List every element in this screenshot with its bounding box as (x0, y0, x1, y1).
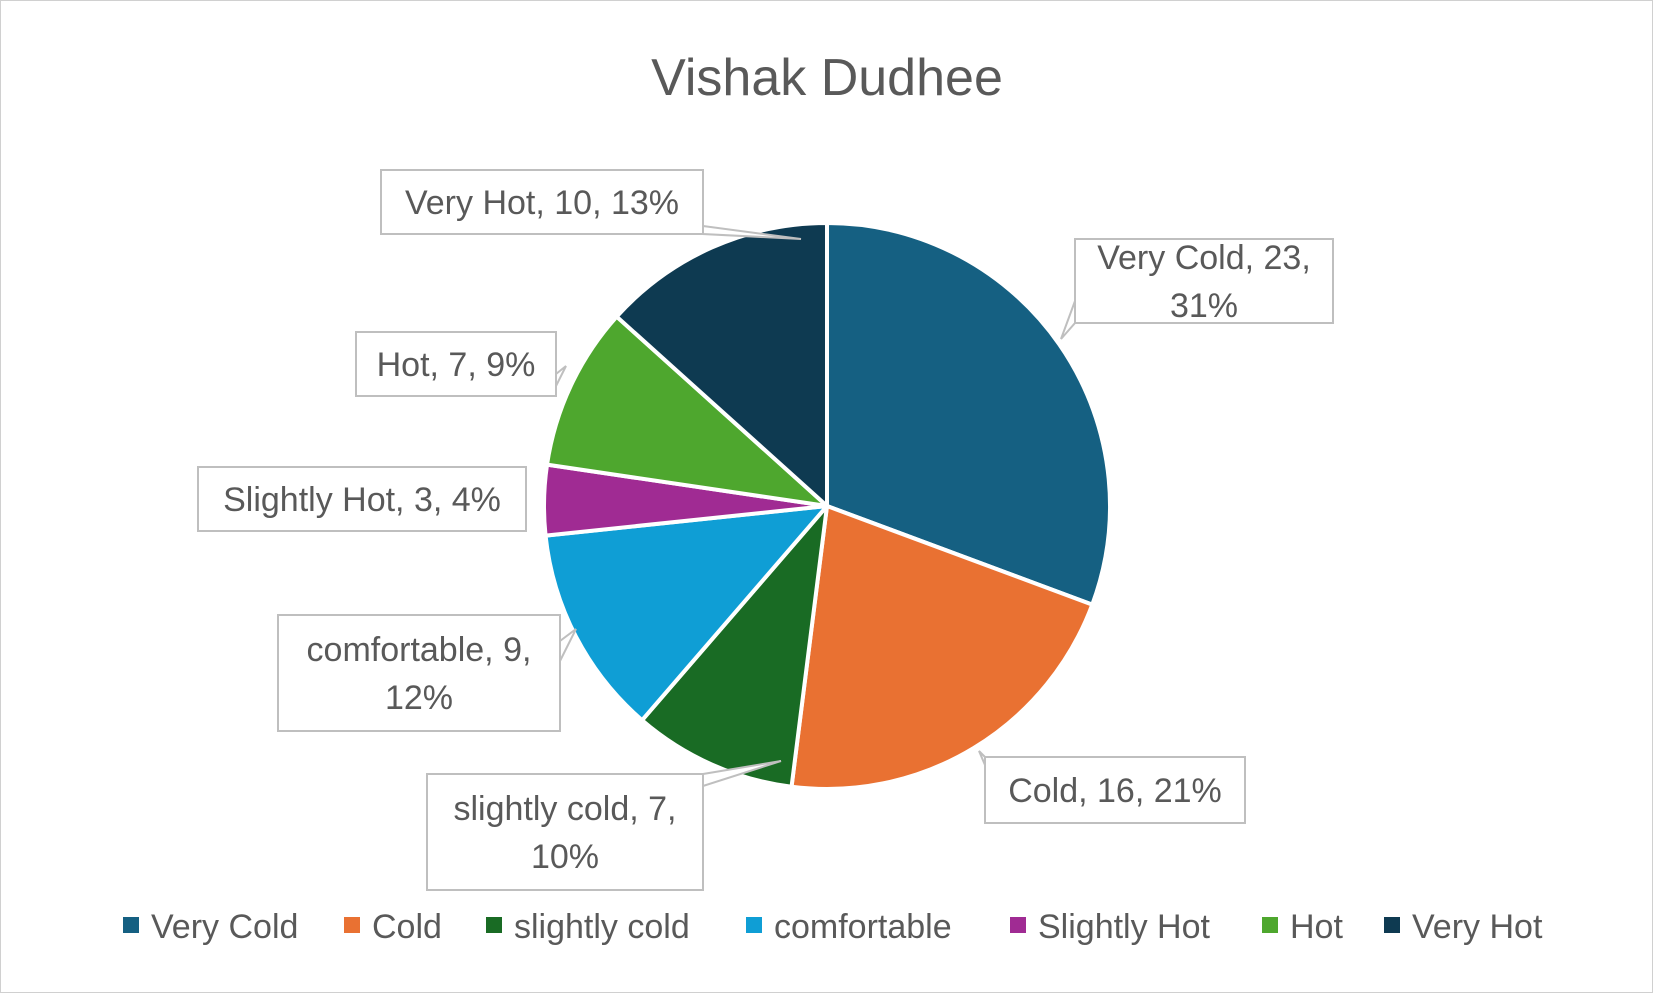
data-label-box (355, 331, 557, 397)
chart-title: Vishak Dudhee (651, 49, 1003, 107)
legend-label: slightly cold (514, 908, 690, 946)
data-label-box (426, 773, 704, 891)
data-label-text: 31% (1170, 287, 1238, 325)
legend-swatch (344, 917, 360, 933)
leader-line-0 (1060, 300, 1076, 340)
legend: Very Cold Cold slightly cold comfortable Sli… (123, 908, 1543, 946)
pie-slice-cold (789, 504, 1095, 791)
data-label-comfortable: comfortable, 9, 12% (277, 614, 561, 732)
legend-item-hot: Hot (1262, 908, 1343, 946)
pie-slice-comfortable (543, 504, 829, 723)
legend-swatch (123, 917, 139, 933)
data-label-very-hot: Very Hot, 10, 13% (380, 169, 704, 235)
data-label-box (277, 614, 561, 732)
data-label-text: slightly cold, 7, (454, 790, 677, 828)
legend-item-slightly-cold: slightly cold (486, 908, 690, 946)
data-label-text: 12% (385, 679, 453, 717)
pie-slice-very-hot (614, 221, 829, 508)
data-label-text: comfortable, 9, (307, 631, 532, 669)
data-label-hot: Hot, 7, 9% (355, 331, 557, 397)
data-label-text: Very Cold, 23, (1097, 239, 1311, 277)
legend-swatch (1262, 917, 1278, 933)
data-label-text: Hot, 7, 9% (377, 346, 536, 384)
data-label-slightly-cold: slightly cold, 7, 10% (426, 773, 704, 891)
legend-swatch (746, 917, 762, 933)
data-label-box (380, 169, 704, 235)
legend-swatch (1010, 917, 1026, 933)
legend-label: comfortable (774, 908, 952, 946)
legend-item-slightly-hot: Slightly Hot (1010, 908, 1211, 946)
data-label-box (1074, 238, 1334, 324)
legend-swatch (1384, 917, 1400, 933)
legend-item-comfortable: comfortable (746, 908, 952, 946)
pie-slices (542, 221, 1112, 791)
legend-item-very-cold: Very Cold (123, 908, 298, 946)
legend-label: Hot (1290, 908, 1343, 946)
data-label-very-cold: Very Cold, 23, 31% (1074, 238, 1334, 325)
legend-label: Very Hot (1412, 908, 1543, 946)
legend-label: Very Cold (151, 908, 298, 946)
data-label-box (984, 756, 1246, 824)
pie-slice-hot (545, 314, 829, 508)
legend-item-cold: Cold (344, 908, 442, 946)
leader-line-3 (559, 628, 577, 662)
legend-swatch (486, 917, 502, 933)
pie-slice-very-cold (825, 221, 1112, 607)
data-label-box (197, 466, 527, 532)
data-label-text: 10% (531, 838, 599, 876)
data-label-text: Slightly Hot, 3, 4% (223, 481, 501, 519)
pie-slice-slightly-cold (640, 504, 829, 789)
leader-line-5 (555, 365, 567, 387)
legend-label: Cold (372, 908, 442, 946)
legend-label: Slightly Hot (1038, 908, 1211, 946)
legend-item-very-hot: Very Hot (1384, 908, 1543, 946)
data-labels: Very Cold, 23, 31% Cold, 16, 21% slightly c… (197, 169, 1334, 891)
data-label-slightly-hot: Slightly Hot, 3, 4% (197, 466, 527, 532)
data-label-cold: Cold, 16, 21% (984, 756, 1246, 824)
data-label-text: Very Hot, 10, 13% (405, 184, 679, 222)
data-label-text: Cold, 16, 21% (1008, 772, 1222, 810)
